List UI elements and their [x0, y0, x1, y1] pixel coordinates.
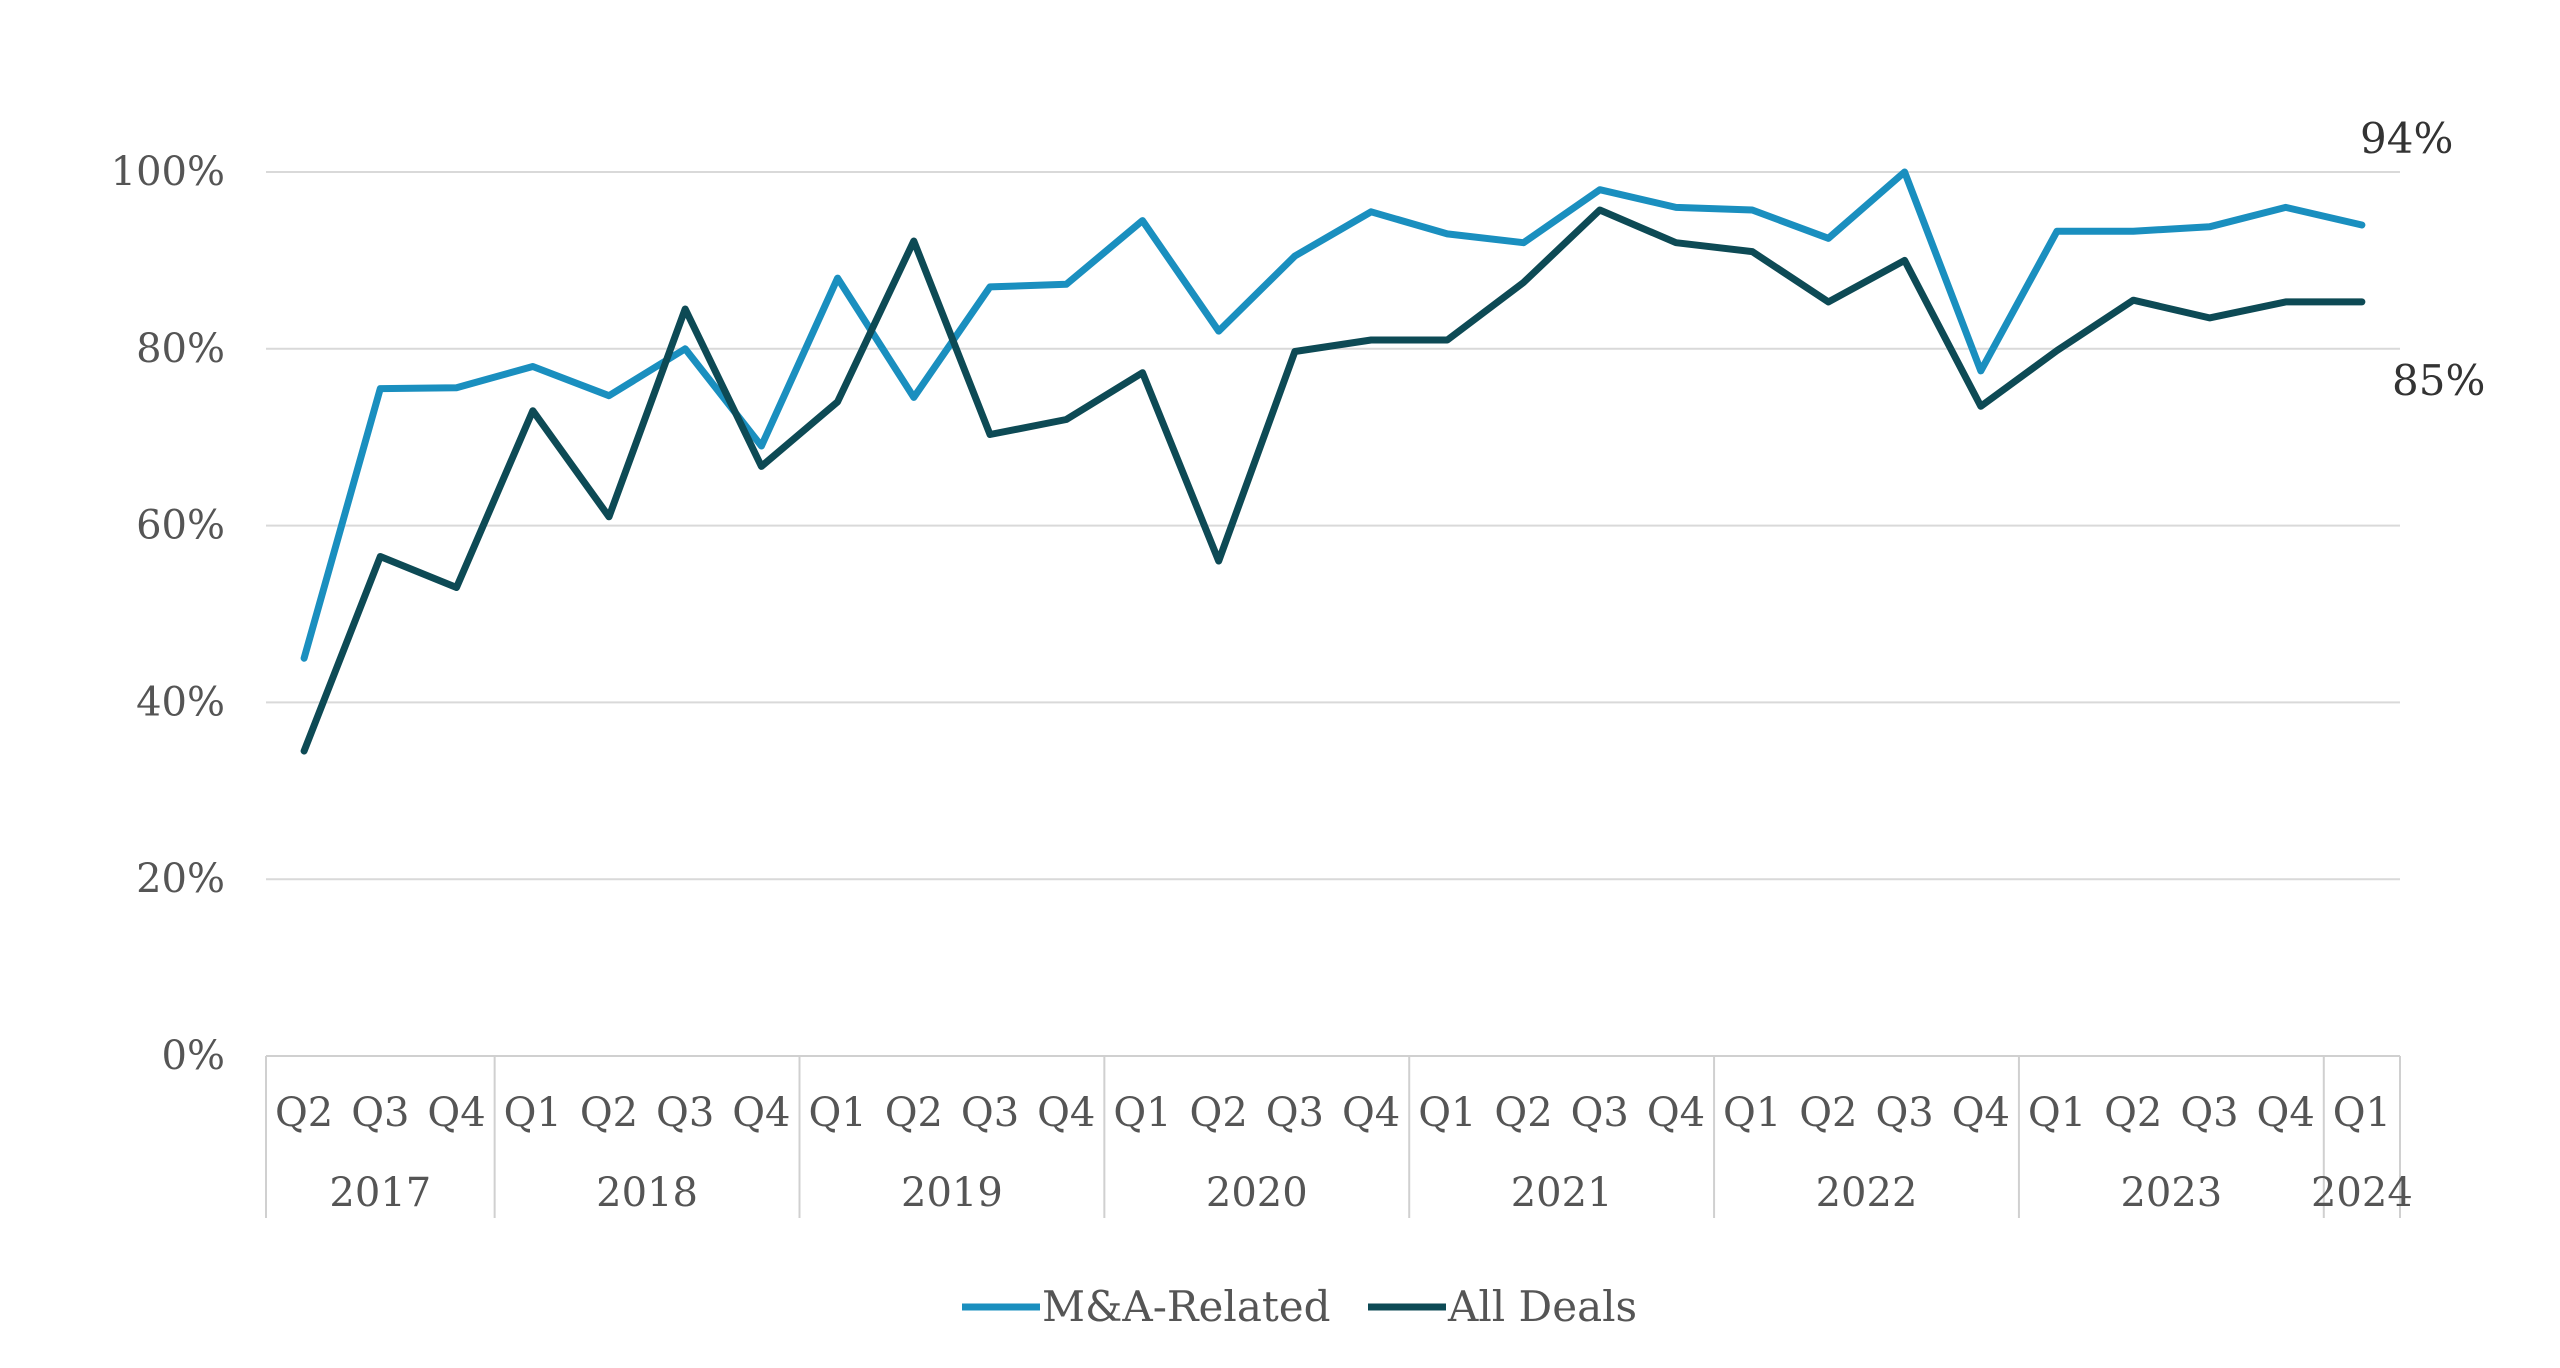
x-tick-label: Q2	[885, 1090, 943, 1136]
legend: M&A-Related All Deals	[962, 1282, 1637, 1331]
x-tick-label: Q2	[1190, 1090, 1248, 1136]
series-line-all-deals	[300, 206, 2366, 755]
x-tick-label: Q4	[1037, 1090, 1095, 1136]
year-label: 2022	[1816, 1170, 1918, 1216]
x-tick-label: Q1	[2333, 1090, 2391, 1136]
x-tick-label: Q2	[2104, 1090, 2162, 1136]
x-tick-label: Q2	[580, 1090, 638, 1136]
x-tick-label: Q4	[2257, 1090, 2315, 1136]
x-axis: Q2 Q3 Q4 Q1 Q2 Q3 Q4 Q1 Q2 Q3 Q4 Q1 Q2 Q3 Q4 Q1 Q2 Q3 Q4 Q1…	[265, 1055, 2413, 1218]
y-tick-label: 80%	[136, 326, 225, 372]
x-tick-label: Q3	[1571, 1090, 1629, 1136]
y-axis-ticks: 0% 20% 40% 60% 80% 100%	[111, 149, 225, 1079]
x-tick-label: Q3	[1266, 1090, 1324, 1136]
x-tick-label: Q1	[1723, 1090, 1781, 1136]
y-tick-label: 20%	[136, 856, 225, 902]
x-tick-label: Q3	[1875, 1090, 1933, 1136]
y-tick-label: 40%	[136, 679, 225, 725]
grid-lines	[266, 171, 2400, 881]
x-tick-label: Q3	[961, 1090, 1019, 1136]
x-tick-label: Q4	[1342, 1090, 1400, 1136]
series-lines	[300, 168, 2366, 755]
year-label: 2018	[596, 1170, 698, 1216]
x-tick-label: Q2	[1494, 1090, 1552, 1136]
year-label: 2024	[2311, 1170, 2413, 1216]
end-label-ma-related: 94%	[2360, 114, 2453, 163]
y-tick-label: 100%	[111, 149, 225, 195]
x-tick-label: Q2	[275, 1090, 333, 1136]
x-tick-label: Q4	[427, 1090, 485, 1136]
x-tick-label: Q3	[351, 1090, 409, 1136]
x-tick-label: Q2	[1799, 1090, 1857, 1136]
x-tick-label: Q1	[1113, 1090, 1171, 1136]
year-label: 2019	[901, 1170, 1003, 1216]
x-tick-label: Q1	[504, 1090, 562, 1136]
x-tick-label: Q1	[808, 1090, 866, 1136]
year-label: 2020	[1206, 1170, 1308, 1216]
x-tick-label: Q3	[656, 1090, 714, 1136]
x-tick-label: Q1	[1418, 1090, 1476, 1136]
x-tick-label: Q4	[1952, 1090, 2010, 1136]
year-label: 2021	[1511, 1170, 1613, 1216]
series-line-ma-related	[300, 168, 2366, 662]
year-label: 2023	[2120, 1170, 2222, 1216]
x-tick-label: Q1	[2028, 1090, 2086, 1136]
legend-label-all-deals: All Deals	[1447, 1282, 1637, 1331]
legend-label-ma-related: M&A-Related	[1042, 1282, 1330, 1331]
year-label: 2017	[329, 1170, 431, 1216]
x-tick-label: Q4	[732, 1090, 790, 1136]
y-tick-label: 60%	[136, 503, 225, 549]
y-tick-label: 0%	[162, 1033, 225, 1079]
end-label-all-deals: 85%	[2392, 356, 2485, 405]
x-tick-label: Q4	[1647, 1090, 1705, 1136]
x-tick-label: Q3	[2180, 1090, 2238, 1136]
